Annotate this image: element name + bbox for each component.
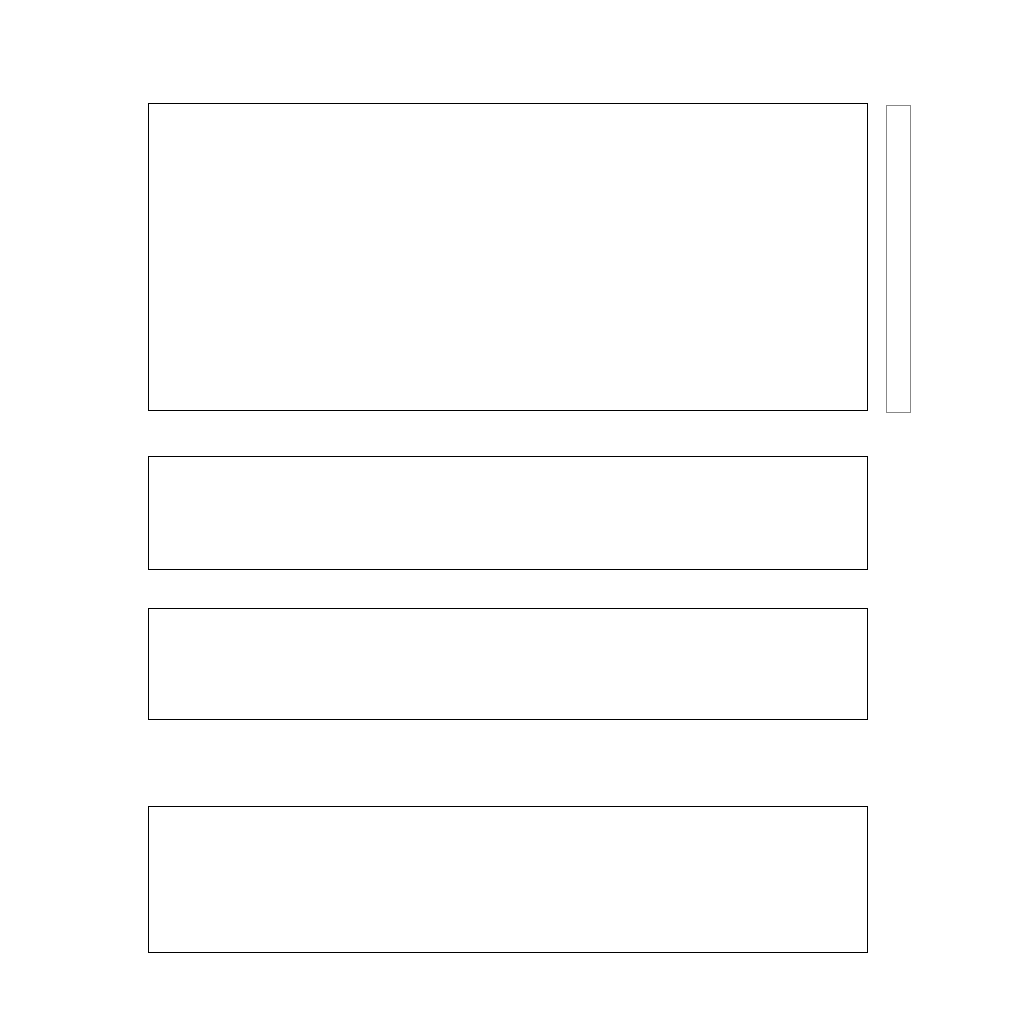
temp-plot — [148, 608, 868, 720]
temp-x-axis — [0, 724, 1024, 768]
pmsl-plot — [148, 456, 868, 570]
precip-x-axis — [0, 957, 1024, 1001]
colorbar-gradient — [886, 105, 911, 413]
precip-y-axis — [102, 806, 142, 953]
pmsl-line-series — [149, 457, 868, 570]
cross-section-plot — [148, 103, 868, 411]
precip-bar-series — [149, 807, 868, 953]
temp-line-series — [149, 609, 868, 720]
wind-barbs-overlay — [149, 104, 868, 411]
colorbar-tick-labels — [920, 105, 990, 411]
temperature-field-canvas — [149, 104, 867, 410]
temp-y-axis — [108, 608, 142, 720]
colorbar — [886, 105, 992, 413]
pmsl-y-axis — [100, 456, 142, 570]
cross-section-y-axis — [110, 103, 142, 411]
precip-plot — [148, 806, 868, 953]
